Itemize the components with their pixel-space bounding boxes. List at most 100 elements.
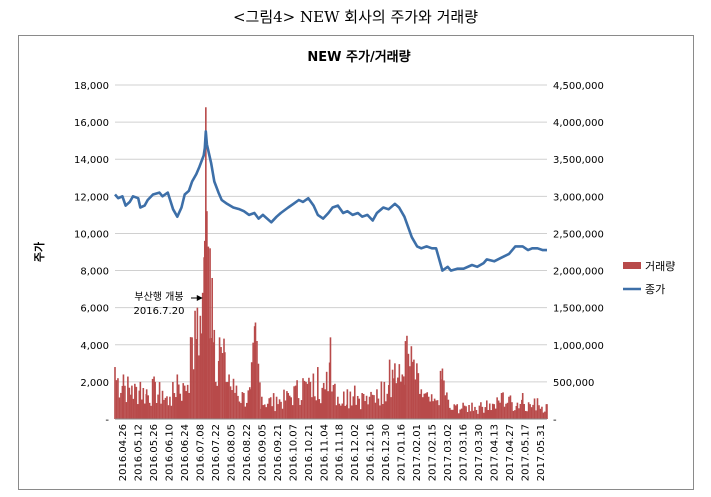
volume-bar: [468, 404, 470, 419]
volume-bar: [432, 401, 434, 419]
volume-bar: [546, 404, 548, 419]
x-tick-label: 2016.06.10: [164, 424, 175, 481]
volume-bar: [205, 107, 207, 420]
volume-bar: [516, 402, 519, 419]
volume-bar: [316, 367, 319, 419]
volume-bar: [374, 402, 377, 419]
volume-bar: [383, 381, 386, 419]
y-left-tick-label: 10,000: [74, 229, 109, 240]
volume-bar: [275, 396, 278, 419]
volume-bar: [493, 404, 495, 419]
volume-bar: [542, 412, 545, 419]
volume-bar: [367, 404, 369, 419]
volume-bar: [509, 395, 512, 419]
volume-bar: [277, 404, 279, 419]
y-right-tick-label: 2,000,000: [553, 267, 604, 278]
volume-bar: [335, 405, 338, 419]
volume-bar: [508, 396, 510, 419]
volume-bar: [220, 347, 222, 419]
x-tick-label: 2016.07.22: [211, 424, 222, 481]
volume-bar: [430, 394, 433, 419]
volume-bar: [529, 404, 531, 419]
volume-bar: [449, 407, 451, 419]
release-annotation: 부산행 개봉 2016.7.20: [134, 291, 203, 317]
x-tick-label: 2016.08.22: [242, 424, 253, 481]
x-tick-label: 2017.04.13: [490, 424, 501, 481]
volume-bar: [291, 405, 294, 419]
volume-bar: [211, 277, 213, 419]
volume-bar: [185, 391, 187, 419]
volume-bar: [412, 361, 414, 419]
volume-bar: [312, 373, 315, 419]
volume-bar: [397, 377, 399, 419]
volume-bar: [466, 412, 469, 419]
volume-bar: [400, 381, 402, 419]
volume-bar: [117, 378, 119, 419]
x-tick-label: 2016.12.30: [381, 424, 392, 481]
volume-bar: [164, 397, 167, 419]
volume-bar: [283, 389, 285, 419]
volume-bar: [398, 364, 401, 419]
volume-bar: [169, 396, 171, 419]
volume-bar: [538, 405, 540, 419]
legend: 거래량 종가: [623, 260, 675, 296]
volume-bar: [254, 322, 257, 419]
volume-bar: [261, 396, 263, 419]
x-tick-label: 2017.03.16: [459, 424, 470, 481]
volume-bar: [487, 409, 490, 419]
volume-bar: [243, 393, 245, 419]
figure-caption: <그림4> NEW 회사의 주가와 거래량: [232, 8, 479, 26]
x-tick-label: 2016.10.07: [288, 424, 299, 481]
x-tick-label: 2017.03.02: [443, 424, 454, 481]
volume-bar: [433, 398, 436, 419]
volume-bar: [235, 385, 238, 419]
y-right-tick-label: 4,500,000: [553, 81, 604, 92]
volume-bar: [421, 397, 424, 419]
volume-bar: [474, 406, 476, 419]
volume-bar: [297, 398, 300, 419]
volume-bar: [429, 401, 431, 419]
volume-bar: [207, 246, 210, 419]
volume-bar: [441, 368, 444, 419]
volume-bar: [154, 381, 156, 419]
volume-bar: [132, 398, 135, 419]
volume-bar: [338, 403, 341, 419]
y-left-tick-label: 4,000: [80, 341, 109, 352]
volume-bar: [161, 390, 164, 419]
volume-bar: [122, 374, 125, 419]
volume-bar: [352, 396, 355, 419]
volume-bar: [172, 381, 174, 419]
volume-bar: [143, 403, 146, 419]
volume-bar: [505, 403, 507, 419]
y-left-tick-label: 8,000: [80, 267, 109, 278]
volume-bar: [413, 359, 415, 419]
volume-bar: [435, 400, 437, 419]
volume-bar: [118, 397, 121, 419]
volume-bar: [419, 393, 421, 419]
volume-bar: [370, 391, 372, 419]
volume-bar: [481, 406, 484, 419]
volume-bar: [141, 399, 143, 419]
volume-bar: [385, 401, 387, 419]
volume-bar: [478, 405, 481, 419]
volume-bar: [306, 383, 309, 419]
volume-bar: [163, 399, 165, 419]
volume-bar: [514, 410, 516, 419]
volume-bar: [519, 403, 522, 419]
volume-bar: [155, 403, 158, 419]
volume-bar: [314, 396, 316, 419]
volume-bar: [499, 402, 501, 419]
volume-bar: [544, 411, 546, 419]
volume-bar: [463, 405, 466, 419]
volume-bar: [203, 240, 206, 419]
volume-bar: [293, 386, 295, 419]
y-left-ticks: - 2,000 4,000 6,000 8,000 10,000 12,000 14,000 1…: [74, 81, 109, 426]
volume-bar: [325, 371, 328, 419]
volume-bar: [526, 411, 528, 419]
volume-bar: [518, 408, 520, 419]
volume-bar: [439, 370, 442, 419]
volume-bar: [253, 326, 256, 419]
volume-bar: [157, 394, 159, 419]
volume-bar: [457, 413, 460, 419]
y-right-tick-label: 1,000,000: [553, 341, 604, 352]
